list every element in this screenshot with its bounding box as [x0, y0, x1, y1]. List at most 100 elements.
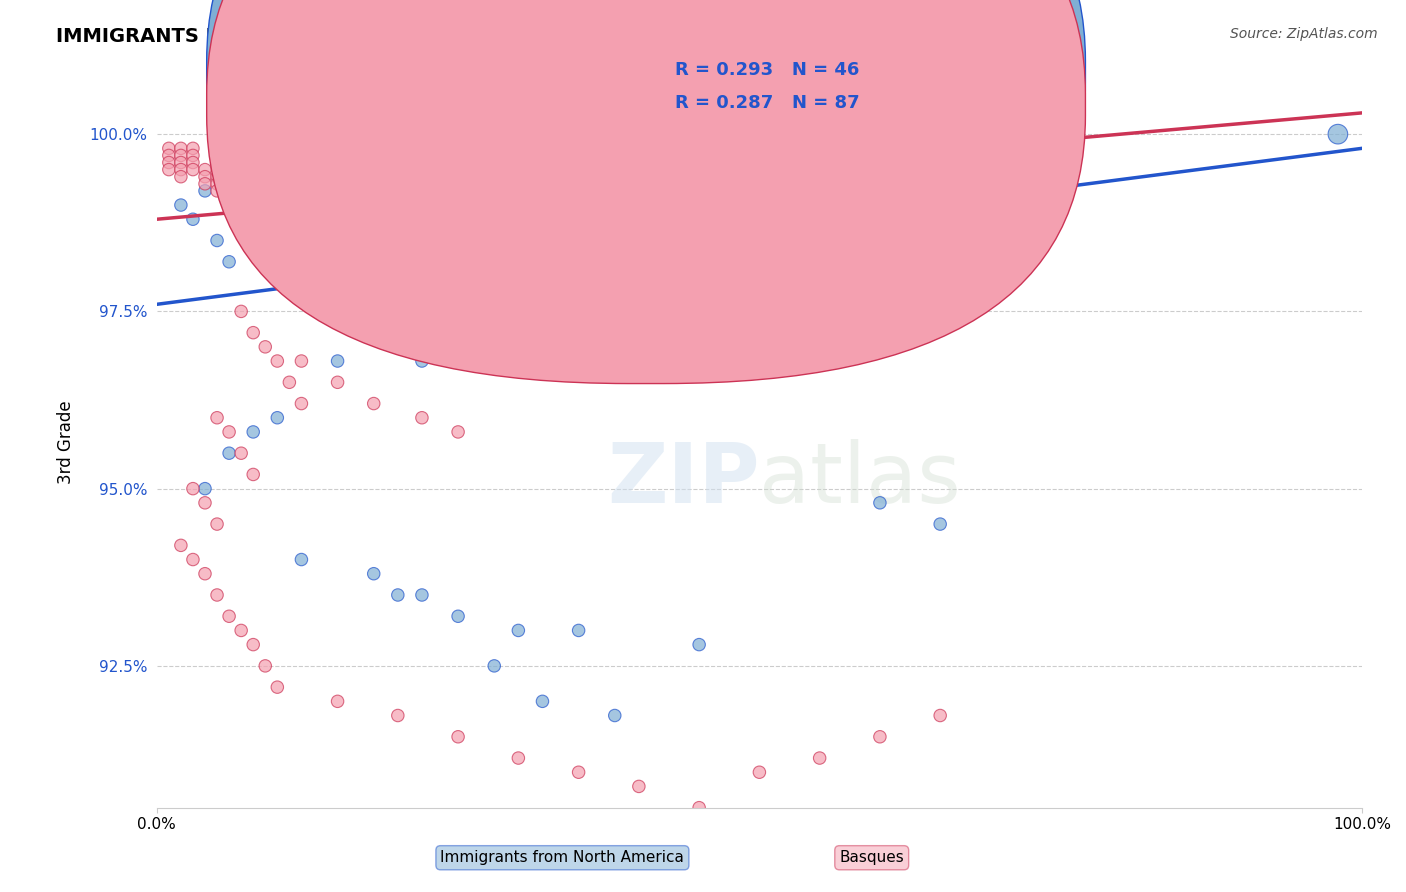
Point — [508, 304, 530, 318]
Point — [218, 191, 240, 205]
Point — [411, 354, 433, 368]
Point — [194, 482, 217, 496]
Point — [254, 340, 277, 354]
Point — [326, 354, 349, 368]
Point — [447, 425, 470, 439]
Point — [266, 354, 288, 368]
Point — [231, 304, 253, 318]
Point — [170, 169, 193, 184]
Point — [231, 227, 253, 241]
Point — [218, 609, 240, 624]
Point — [181, 141, 204, 155]
Point — [242, 638, 264, 652]
Point — [339, 248, 361, 262]
Point — [387, 340, 409, 354]
Point — [568, 304, 591, 318]
Point — [290, 283, 312, 297]
Point — [194, 162, 217, 177]
Point — [181, 552, 204, 566]
Point — [869, 496, 891, 510]
Point — [447, 609, 470, 624]
Point — [181, 212, 204, 227]
Point — [205, 184, 228, 198]
Point — [363, 566, 385, 581]
Point — [254, 659, 277, 673]
Point — [181, 155, 204, 169]
Point — [266, 410, 288, 425]
Point — [508, 227, 530, 241]
Point — [652, 268, 675, 283]
Point — [326, 694, 349, 708]
Point — [326, 376, 349, 390]
Point — [531, 694, 554, 708]
Point — [218, 446, 240, 460]
Point — [531, 241, 554, 255]
Y-axis label: 3rd Grade: 3rd Grade — [58, 401, 75, 484]
Point — [242, 241, 264, 255]
Point — [315, 234, 337, 248]
Text: R = 0.287   N = 87: R = 0.287 N = 87 — [675, 94, 859, 112]
Point — [447, 283, 470, 297]
Point — [688, 318, 710, 333]
Point — [242, 198, 264, 212]
Point — [326, 241, 349, 255]
Point — [411, 410, 433, 425]
Point — [290, 552, 312, 566]
Point — [808, 290, 831, 304]
Point — [231, 446, 253, 460]
Point — [205, 517, 228, 532]
Point — [242, 326, 264, 340]
Point — [387, 588, 409, 602]
Point — [627, 311, 650, 326]
Point — [508, 297, 530, 311]
Point — [278, 212, 301, 227]
Point — [170, 538, 193, 552]
Point — [688, 638, 710, 652]
Point — [290, 396, 312, 410]
Point — [181, 482, 204, 496]
Text: R = 0.293   N = 46: R = 0.293 N = 46 — [675, 61, 859, 78]
Point — [157, 155, 180, 169]
Point — [748, 765, 770, 780]
Point — [929, 708, 952, 723]
Point — [181, 148, 204, 162]
Point — [218, 425, 240, 439]
Point — [170, 155, 193, 169]
Point — [194, 566, 217, 581]
Point — [568, 765, 591, 780]
Point — [218, 184, 240, 198]
Point — [603, 248, 626, 262]
Text: Basques: Basques — [839, 850, 904, 865]
Point — [688, 800, 710, 814]
Point — [157, 162, 180, 177]
Point — [242, 467, 264, 482]
Point — [205, 234, 228, 248]
Point — [290, 354, 312, 368]
Point — [568, 624, 591, 638]
Point — [447, 198, 470, 212]
Point — [194, 184, 217, 198]
Point — [508, 624, 530, 638]
Point — [808, 333, 831, 347]
Point — [170, 162, 193, 177]
Text: ZIP: ZIP — [607, 439, 759, 519]
Point — [508, 751, 530, 765]
Point — [231, 624, 253, 638]
Point — [484, 659, 506, 673]
Point — [205, 588, 228, 602]
Point — [363, 326, 385, 340]
Point — [205, 410, 228, 425]
Point — [170, 198, 193, 212]
Point — [302, 227, 325, 241]
Point — [568, 234, 591, 248]
Point — [350, 254, 373, 268]
Point — [194, 169, 217, 184]
Point — [218, 254, 240, 268]
Point — [218, 177, 240, 191]
Point — [231, 191, 253, 205]
Point — [157, 141, 180, 155]
Point — [170, 148, 193, 162]
Point — [194, 177, 217, 191]
Point — [808, 751, 831, 765]
Point — [484, 290, 506, 304]
